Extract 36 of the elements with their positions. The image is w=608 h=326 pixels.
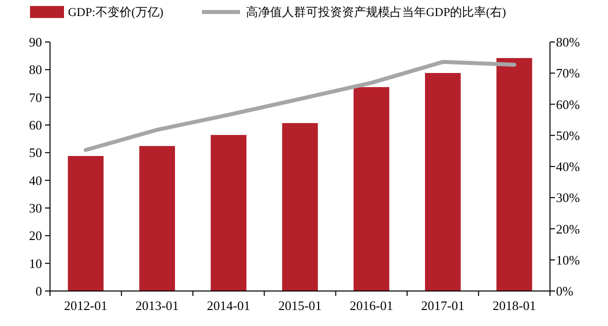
bar [139,146,175,291]
y2-tick-label: 40% [556,159,580,174]
y2-tick-label: 80% [556,34,580,50]
legend-label: 高净值人群可投资资产规模占当年GDP的比率(右) [246,5,506,19]
y-tick-label: 70 [29,90,42,105]
y2-tick-label: 70% [556,66,580,81]
bar [425,72,461,291]
y2-tick-label: 10% [556,252,580,268]
y-tick-label: 20 [29,228,42,244]
y-tick-label: 40 [29,172,42,188]
bar [354,87,390,291]
legend-label: GDP:不变价(万亿) [68,5,164,19]
x-tick-label: 2015-01 [278,298,322,313]
y-tick-label: 90 [29,34,42,50]
x-tick-label: 2014-01 [206,298,250,313]
y2-tick-label: 0% [556,284,574,299]
bar [210,134,246,291]
line-series [84,60,516,152]
y-tick-label: 0 [36,284,42,299]
y-tick-label: 30 [29,200,42,216]
bar [282,123,318,291]
y-tick-label: 60 [29,118,42,133]
y-tick-label: 10 [29,256,42,271]
y2-tick-label: 50% [556,128,580,143]
y2-tick-label: 60% [556,96,580,112]
x-tick-label: 2017-01 [421,298,465,313]
x-tick-label: 2018-01 [492,298,536,313]
bar [496,58,532,291]
x-tick-label: 2016-01 [350,298,394,313]
bar [68,156,104,291]
y-tick-label: 50 [29,145,42,160]
y2-tick-label: 20% [556,221,580,236]
x-tick-label: 2012-01 [64,298,108,313]
y2-tick-label: 30% [556,190,580,206]
y-tick-label: 80 [29,62,42,78]
x-tick-label: 2013-01 [135,298,179,313]
